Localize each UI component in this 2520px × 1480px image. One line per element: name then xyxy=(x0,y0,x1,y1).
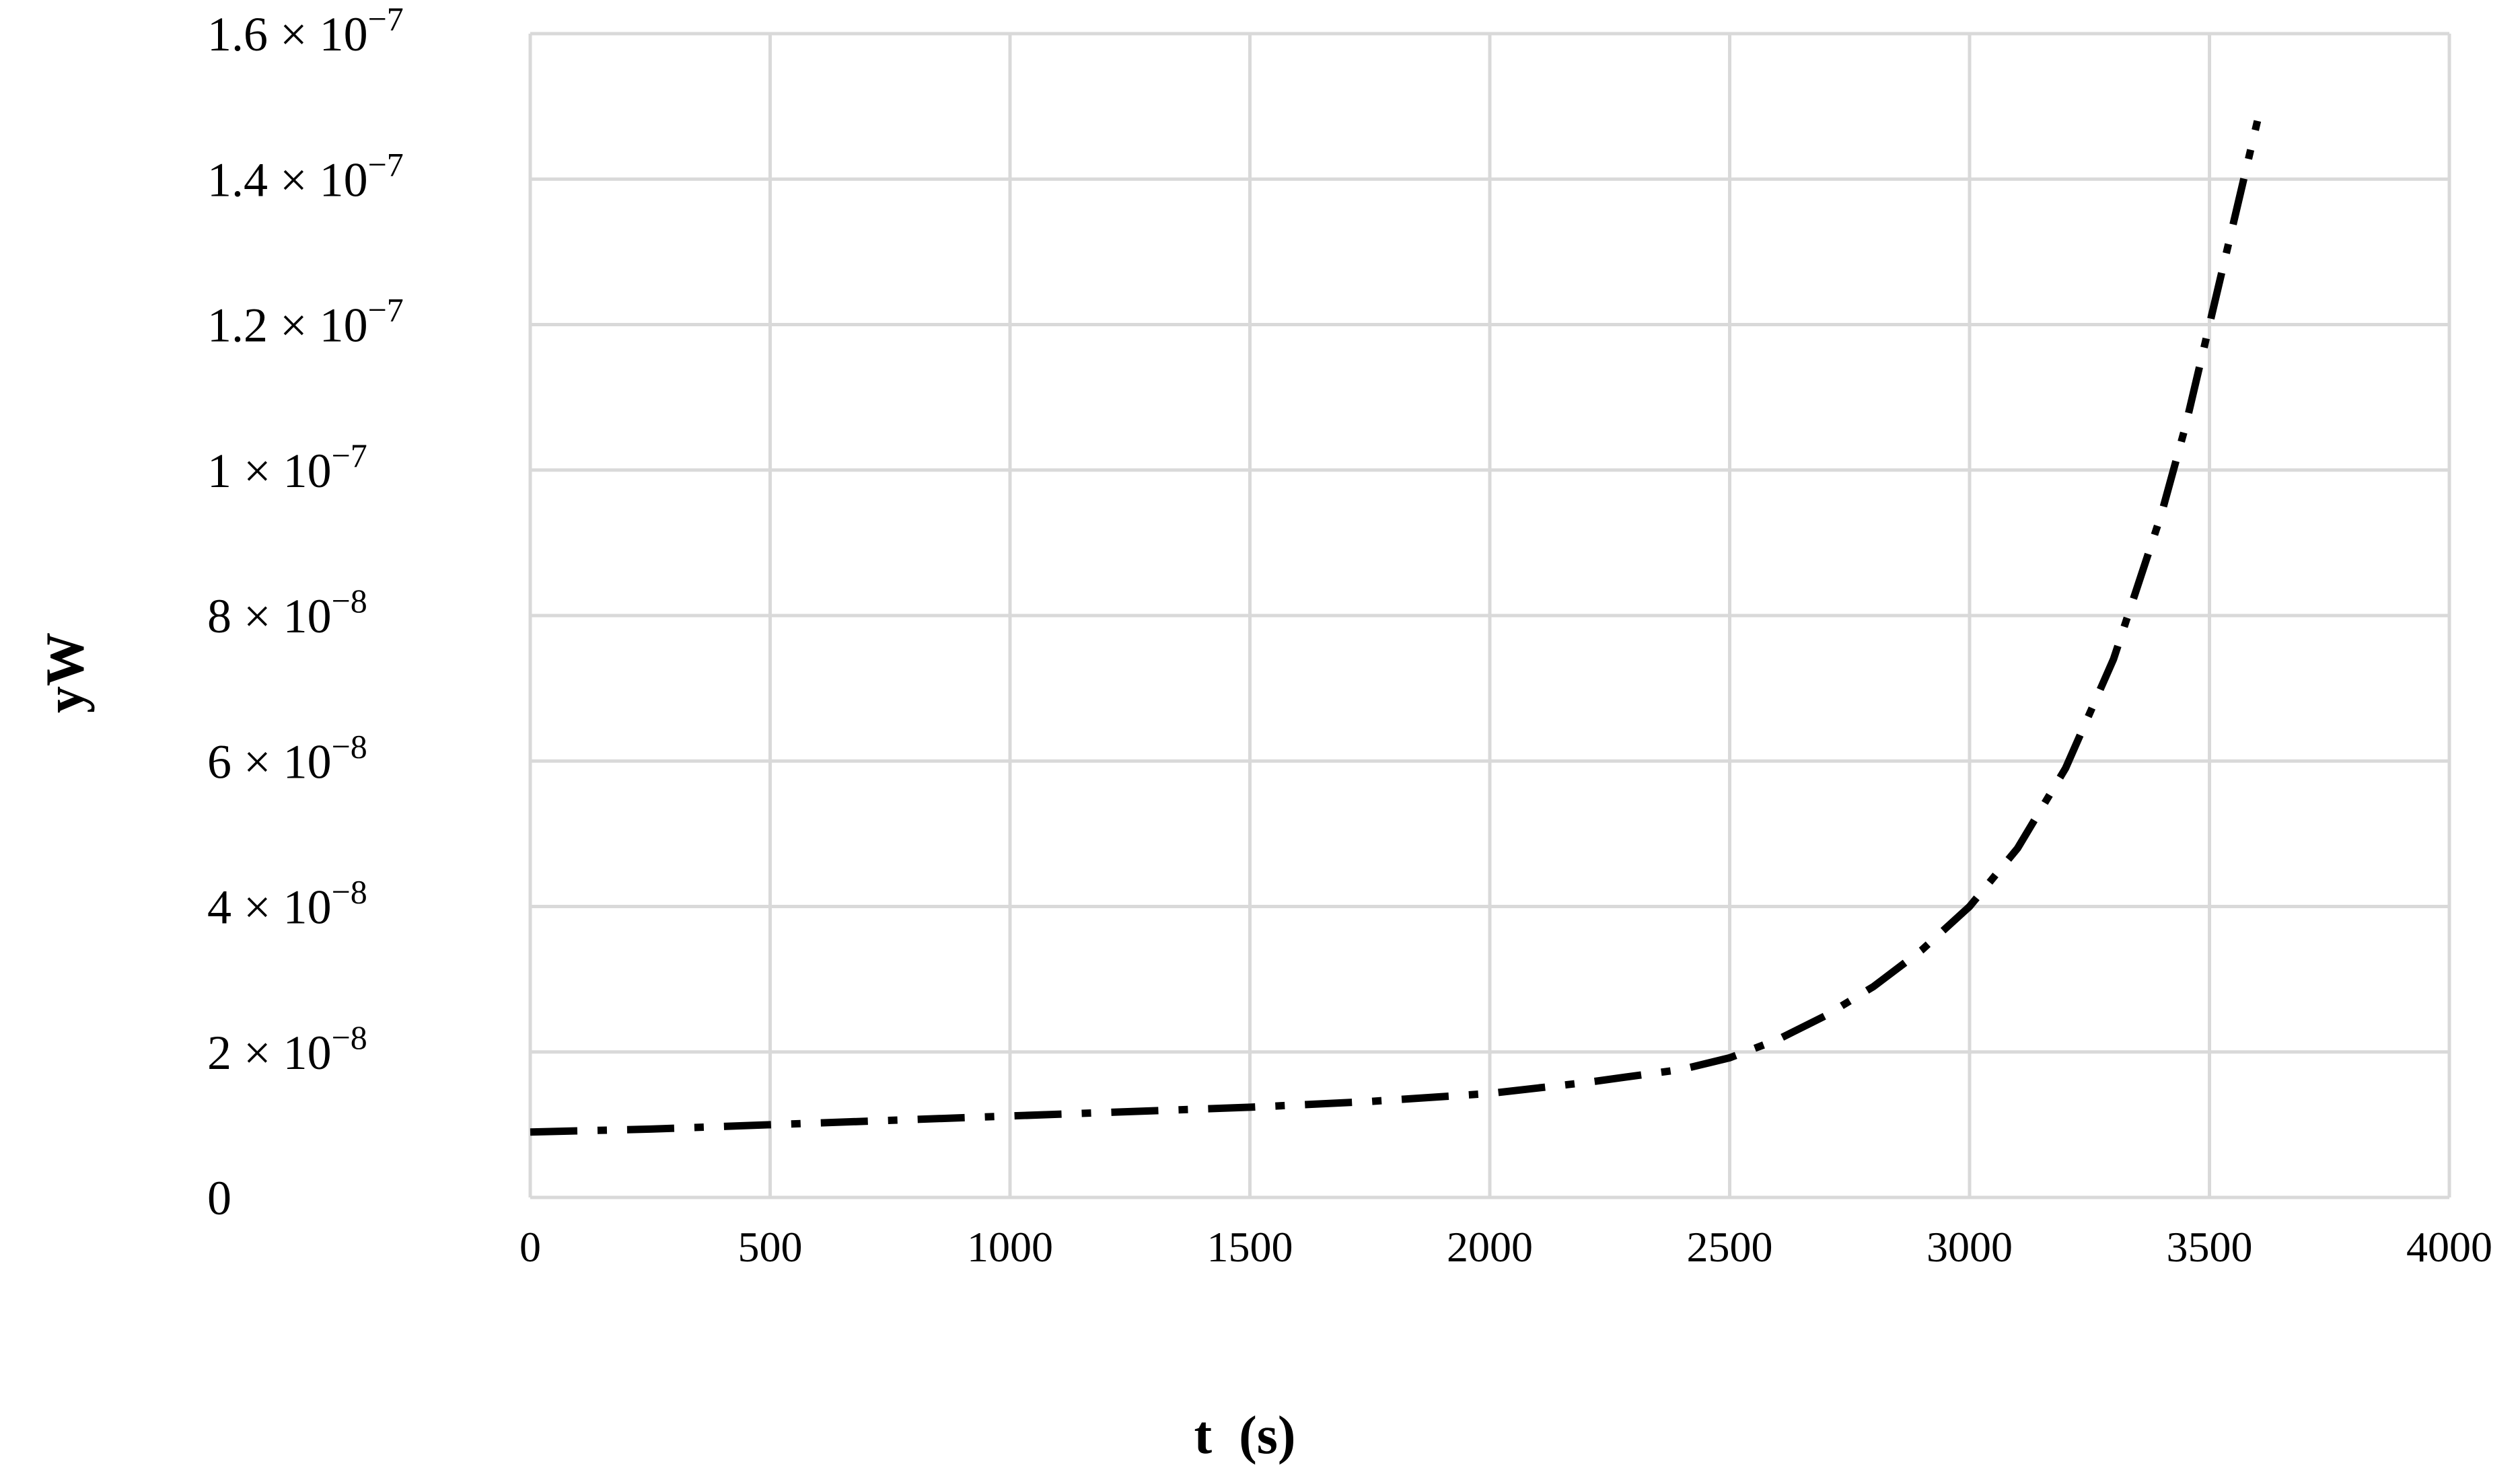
x-axis-label: t (s) xyxy=(1194,1406,1295,1465)
grid xyxy=(528,32,2451,1199)
y-tick-label: 0 xyxy=(207,1171,231,1225)
x-tick-label: 1500 xyxy=(1207,1223,1293,1271)
y-tick-label: 1.4 × 10−7 xyxy=(207,145,404,207)
y-tick-label: 6 × 10−8 xyxy=(207,727,367,788)
x-tick-label: 1000 xyxy=(967,1223,1053,1271)
y-axis-label: yW xyxy=(36,632,95,713)
x-tick-label: 4000 xyxy=(2406,1223,2492,1271)
y-tick-label: 1.6 × 10−7 xyxy=(207,0,404,61)
y-tick-label: 2 × 10−8 xyxy=(207,1019,367,1080)
x-tick-label: 500 xyxy=(738,1223,803,1271)
y-tick-label: 4 × 10−8 xyxy=(207,873,367,934)
x-tick-label: 2000 xyxy=(1447,1223,1533,1271)
x-tick-label: 3500 xyxy=(2167,1223,2253,1271)
x-tick-label: 3000 xyxy=(1927,1223,2013,1271)
x-tick-label: 0 xyxy=(519,1223,541,1271)
y-tick-label: 1 × 10−7 xyxy=(207,437,367,498)
series-layer xyxy=(530,120,2262,1136)
series-line xyxy=(530,120,2262,1136)
y-tick-label: 8 × 10−8 xyxy=(207,582,367,643)
y-tick-labels: 0 2 × 10−8 4 × 10−8 6 × 10−8 8 × 10−8 1 × 10−… xyxy=(207,0,404,1225)
y-tick-label: 1.2 × 10−7 xyxy=(207,291,404,353)
x-tick-labels: 0 500 1000 1500 2000 2500 3000 3500 4000 xyxy=(519,1223,2492,1271)
x-tick-label: 2500 xyxy=(1687,1223,1773,1271)
